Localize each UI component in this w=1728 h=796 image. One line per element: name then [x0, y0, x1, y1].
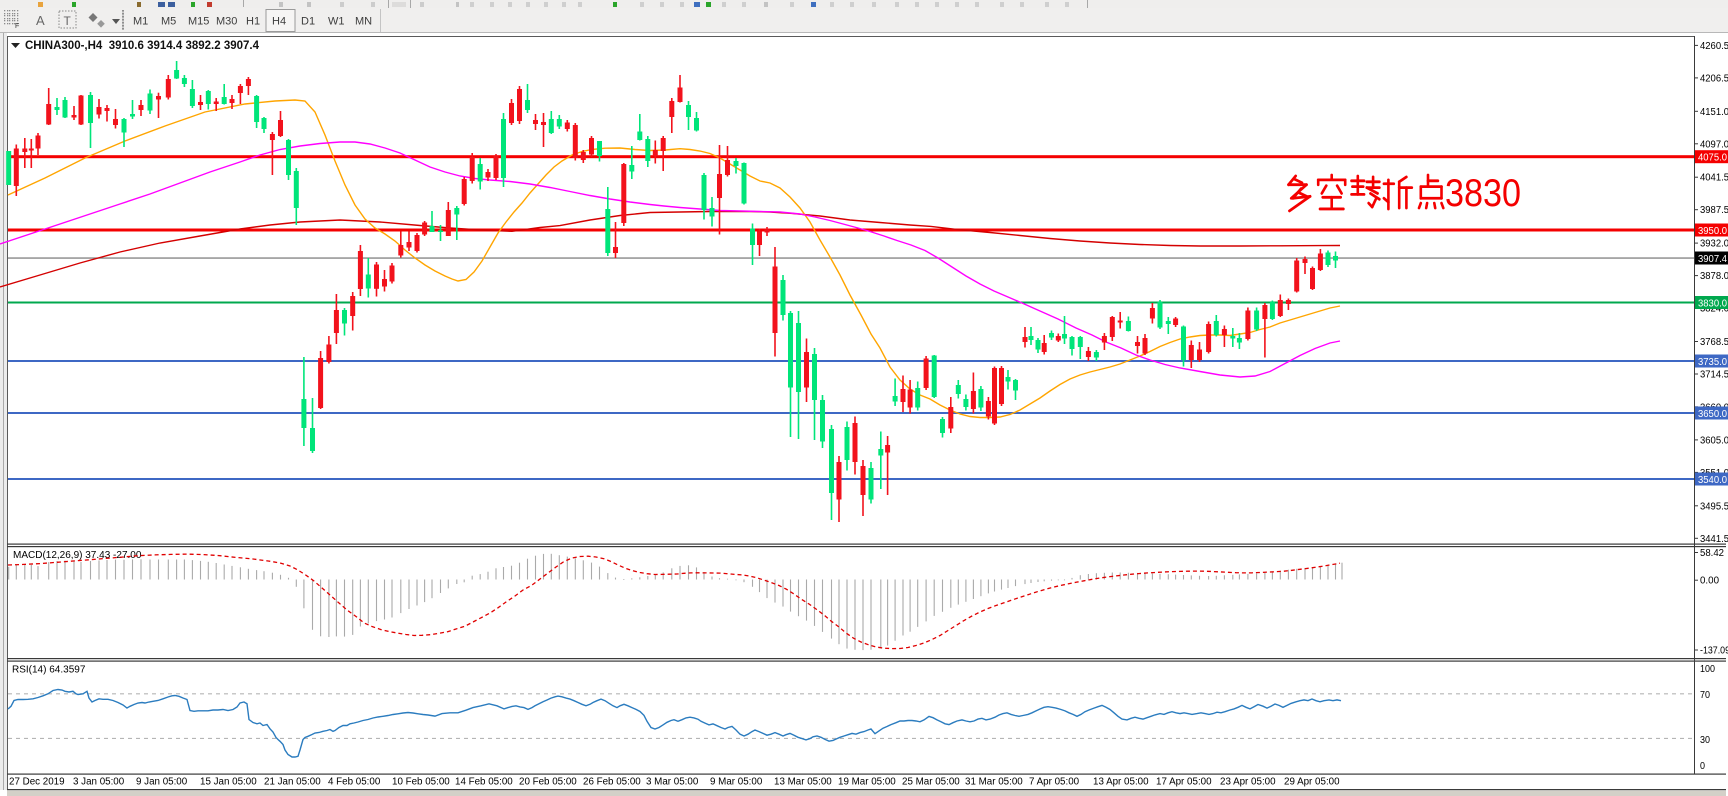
svg-text:25 Mar 05:00: 25 Mar 05:00 — [902, 777, 960, 788]
svg-text:F: F — [15, 23, 19, 30]
svg-text:31 Mar 05:00: 31 Mar 05:00 — [965, 777, 1023, 788]
svg-text:CHINA300-,H4 3910.6 3914.4 38: CHINA300-,H4 3910.6 3914.4 3892.2 3907.4 — [25, 40, 260, 52]
svg-text:14 Feb 05:00: 14 Feb 05:00 — [455, 777, 513, 788]
svg-text:9 Mar 05:00: 9 Mar 05:00 — [710, 777, 763, 788]
svg-text:RSI(14) 64.3597: RSI(14) 64.3597 — [12, 665, 86, 676]
svg-text:W1: W1 — [328, 16, 345, 28]
svg-text:4075.0: 4075.0 — [1698, 153, 1728, 164]
svg-text:D1: D1 — [301, 16, 315, 28]
svg-text:10 Feb 05:00: 10 Feb 05:00 — [392, 777, 450, 788]
svg-text:3714.5: 3714.5 — [1700, 370, 1728, 381]
svg-text:M1: M1 — [133, 16, 148, 28]
svg-text:-137.09: -137.09 — [1700, 646, 1728, 657]
svg-text:19 Mar 05:00: 19 Mar 05:00 — [838, 777, 896, 788]
svg-text:3 Mar 05:00: 3 Mar 05:00 — [646, 777, 699, 788]
svg-text:3540.0: 3540.0 — [1698, 475, 1728, 486]
svg-text:3 Jan 05:00: 3 Jan 05:00 — [73, 777, 125, 788]
svg-text:27 Dec 2019: 27 Dec 2019 — [9, 777, 65, 788]
svg-text:3932.0: 3932.0 — [1700, 239, 1728, 250]
svg-text:T: T — [64, 14, 72, 28]
svg-text:29 Apr 05:00: 29 Apr 05:00 — [1284, 777, 1340, 788]
svg-text:13 Mar 05:00: 13 Mar 05:00 — [774, 777, 832, 788]
svg-text:H1: H1 — [246, 16, 260, 28]
svg-text:17 Apr 05:00: 17 Apr 05:00 — [1156, 777, 1212, 788]
svg-text:0.00: 0.00 — [1700, 576, 1720, 587]
svg-text:9 Jan 05:00: 9 Jan 05:00 — [136, 777, 188, 788]
svg-text:70: 70 — [1700, 690, 1710, 701]
svg-text:20 Feb 05:00: 20 Feb 05:00 — [519, 777, 577, 788]
svg-text:3830: 3830 — [1445, 172, 1521, 215]
svg-text:0: 0 — [1700, 761, 1706, 772]
svg-text:3495.5: 3495.5 — [1700, 501, 1728, 512]
svg-text:3907.4: 3907.4 — [1698, 254, 1728, 265]
svg-text:3605.0: 3605.0 — [1700, 435, 1728, 446]
svg-text:4097.0: 4097.0 — [1700, 139, 1728, 150]
svg-text:4260.5: 4260.5 — [1700, 41, 1728, 52]
svg-text:A: A — [36, 13, 45, 28]
svg-text:4041.5: 4041.5 — [1700, 173, 1728, 184]
svg-text:100: 100 — [1700, 664, 1715, 675]
svg-text:3878.0: 3878.0 — [1700, 271, 1728, 282]
svg-text:4 Feb 05:00: 4 Feb 05:00 — [328, 777, 381, 788]
svg-text:3830.0: 3830.0 — [1698, 299, 1728, 310]
svg-text:13 Apr 05:00: 13 Apr 05:00 — [1093, 777, 1149, 788]
svg-text:3824.0: 3824.0 — [1700, 304, 1728, 315]
svg-text:3441.5: 3441.5 — [1700, 534, 1728, 545]
svg-text:M15: M15 — [188, 16, 209, 28]
svg-text:30: 30 — [1700, 735, 1710, 746]
svg-text:M30: M30 — [216, 16, 237, 28]
svg-text:3950.0: 3950.0 — [1698, 226, 1728, 237]
svg-text:4151.0: 4151.0 — [1700, 107, 1728, 118]
svg-text:3987.5: 3987.5 — [1700, 205, 1728, 216]
svg-text:4206.5: 4206.5 — [1700, 73, 1728, 84]
svg-text:21 Jan 05:00: 21 Jan 05:00 — [264, 777, 321, 788]
svg-text:15 Jan 05:00: 15 Jan 05:00 — [200, 777, 257, 788]
svg-text:M5: M5 — [161, 16, 176, 28]
svg-text:3650.0: 3650.0 — [1698, 409, 1728, 420]
svg-text:58.42: 58.42 — [1700, 548, 1724, 559]
svg-text:MN: MN — [355, 16, 372, 28]
svg-text:MACD(12,26,9) 37.43 -27.00: MACD(12,26,9) 37.43 -27.00 — [13, 550, 142, 561]
svg-text:23 Apr 05:00: 23 Apr 05:00 — [1220, 777, 1276, 788]
svg-text:26 Feb 05:00: 26 Feb 05:00 — [583, 777, 641, 788]
svg-text:H4: H4 — [272, 16, 286, 28]
svg-text:3768.5: 3768.5 — [1700, 337, 1728, 348]
svg-text:7 Apr 05:00: 7 Apr 05:00 — [1029, 777, 1080, 788]
svg-text:3735.0: 3735.0 — [1698, 357, 1728, 368]
